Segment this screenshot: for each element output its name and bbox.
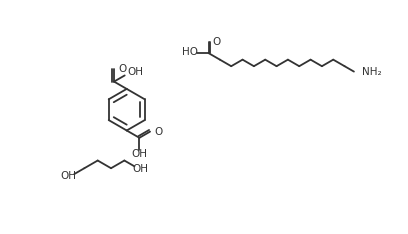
Text: OH: OH	[131, 149, 147, 159]
Text: OH: OH	[133, 164, 149, 174]
Text: O: O	[118, 63, 126, 73]
Text: NH₂: NH₂	[362, 67, 382, 77]
Text: O: O	[213, 37, 221, 47]
Text: OH: OH	[60, 171, 76, 181]
Text: OH: OH	[127, 67, 143, 77]
Text: O: O	[155, 127, 163, 137]
Text: HO: HO	[182, 47, 198, 57]
